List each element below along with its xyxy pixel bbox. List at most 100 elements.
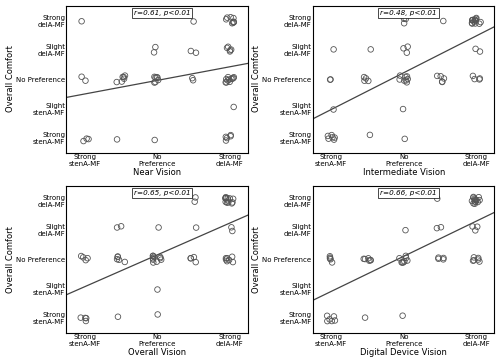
Point — [222, 79, 230, 85]
Point — [468, 224, 476, 229]
Y-axis label: Overall Comfort: Overall Comfort — [6, 46, 15, 113]
Point — [224, 199, 232, 205]
Point — [398, 260, 406, 265]
Point — [471, 201, 479, 207]
Point — [324, 136, 332, 142]
Point — [476, 77, 484, 82]
Point — [470, 194, 478, 200]
Text: r=0.65, p<0.01: r=0.65, p<0.01 — [134, 190, 190, 196]
Point — [471, 17, 479, 23]
Point — [226, 133, 234, 139]
Point — [224, 44, 232, 50]
Point — [114, 254, 122, 260]
Point — [150, 254, 158, 260]
Point — [113, 256, 121, 262]
Point — [398, 260, 406, 265]
Point — [472, 228, 480, 233]
Point — [156, 255, 164, 261]
Point — [188, 75, 196, 81]
Point — [468, 21, 476, 26]
Point — [434, 256, 442, 262]
Point — [469, 73, 477, 79]
Point — [229, 196, 237, 202]
Point — [223, 45, 231, 51]
Point — [152, 44, 160, 50]
Point — [154, 311, 162, 317]
Point — [84, 255, 92, 261]
Point — [400, 258, 408, 264]
Point — [80, 138, 88, 144]
Y-axis label: Overall Comfort: Overall Comfort — [6, 226, 15, 293]
Point — [470, 195, 478, 201]
Point — [400, 16, 408, 22]
Point — [433, 225, 441, 231]
Text: r=0.48, p<0.01: r=0.48, p<0.01 — [380, 10, 437, 16]
Point — [222, 79, 230, 85]
Point — [330, 135, 338, 140]
Point — [470, 257, 478, 263]
Point — [472, 16, 480, 22]
Point — [228, 76, 236, 82]
Point — [361, 315, 369, 321]
Point — [403, 50, 411, 56]
Point — [113, 136, 121, 142]
Point — [468, 198, 476, 204]
Point — [224, 74, 232, 80]
Point — [440, 18, 448, 24]
Point — [436, 73, 444, 79]
Point — [186, 256, 194, 261]
Point — [230, 19, 238, 25]
Point — [112, 79, 120, 85]
Point — [82, 136, 90, 142]
Y-axis label: Overall Comfort: Overall Comfort — [252, 46, 261, 113]
Point — [399, 106, 407, 112]
Point — [323, 313, 331, 319]
Point — [366, 46, 374, 52]
Point — [400, 45, 407, 51]
Point — [402, 253, 410, 259]
X-axis label: Intermediate Vision: Intermediate Vision — [362, 168, 445, 178]
Point — [190, 199, 198, 205]
Point — [223, 255, 231, 261]
Point — [402, 255, 410, 261]
Point — [79, 254, 87, 260]
Point — [187, 255, 195, 261]
Point — [152, 79, 160, 85]
Point — [402, 227, 409, 233]
Point — [331, 318, 339, 323]
Point — [468, 17, 476, 23]
Point — [222, 195, 230, 201]
Point — [328, 134, 336, 140]
Point — [398, 313, 406, 319]
Point — [222, 196, 230, 201]
Point — [187, 48, 195, 54]
Point — [120, 74, 128, 80]
Point — [190, 254, 198, 260]
Point — [223, 135, 231, 141]
Point — [152, 75, 160, 81]
Point — [469, 258, 477, 264]
Point — [76, 315, 84, 321]
Point — [222, 134, 230, 140]
Point — [472, 46, 480, 52]
Point — [113, 225, 121, 231]
Point — [78, 74, 86, 79]
Point — [440, 257, 448, 262]
Point — [226, 132, 234, 138]
Point — [222, 194, 230, 200]
Point — [400, 78, 408, 83]
Point — [114, 254, 122, 260]
Point — [469, 17, 477, 23]
Point — [476, 21, 484, 26]
Point — [230, 104, 237, 110]
X-axis label: Near Vision: Near Vision — [133, 168, 181, 178]
Point — [228, 200, 236, 205]
Point — [330, 46, 338, 52]
Point — [468, 20, 476, 26]
Point — [228, 228, 236, 234]
Point — [114, 314, 122, 320]
Point — [440, 255, 448, 261]
Point — [227, 47, 235, 53]
Point — [121, 73, 129, 78]
Point — [434, 255, 442, 261]
